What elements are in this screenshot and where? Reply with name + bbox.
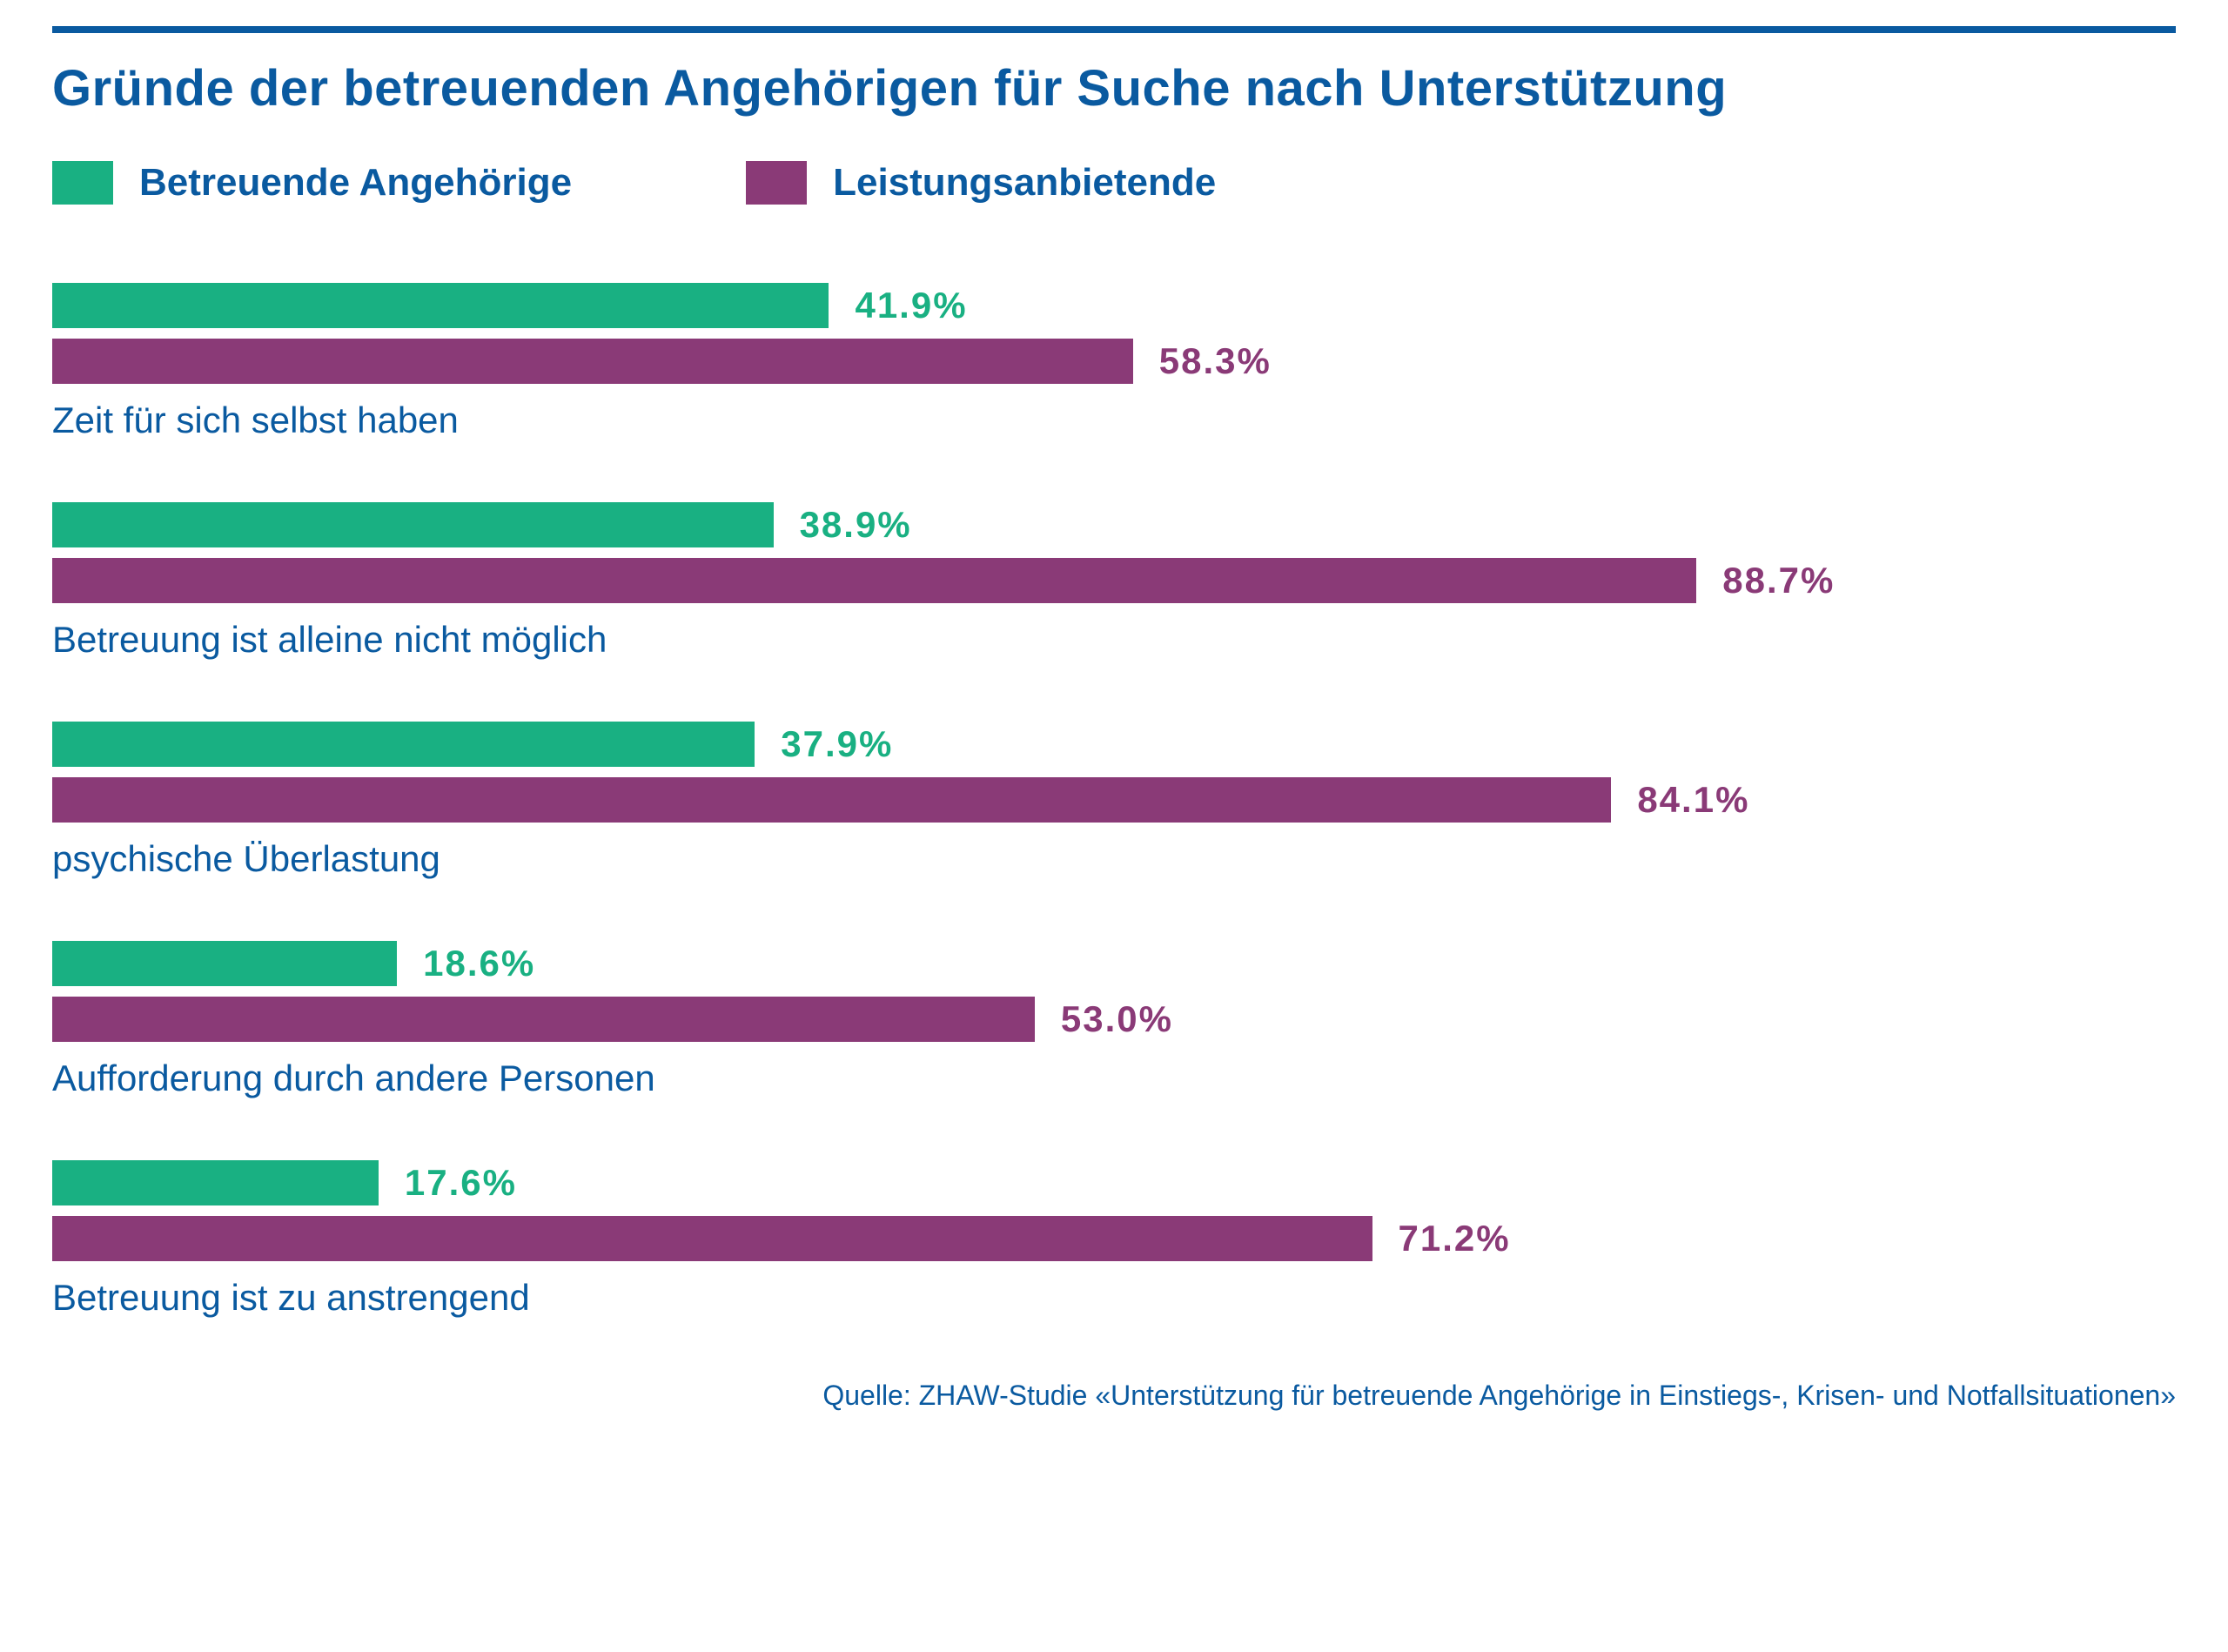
bar-value-label: 53.0% [1061, 998, 1173, 1040]
chart-source: Quelle: ZHAW-Studie «Unterstützung für b… [52, 1380, 2176, 1412]
bar [52, 1216, 1372, 1261]
bar-row: 37.9% [52, 722, 2176, 767]
legend-label: Leistungsanbietende [833, 161, 1216, 205]
bar-row: 71.2% [52, 1216, 2176, 1261]
category-label: psychische Überlastung [52, 838, 2176, 880]
bar [52, 558, 1696, 603]
bar-value-label: 17.6% [405, 1162, 517, 1204]
legend-item: Leistungsanbietende [746, 161, 1216, 205]
bar [52, 941, 397, 986]
bar [52, 1160, 379, 1205]
bar [52, 777, 1611, 823]
bar-group: 37.9% 84.1% psychische Überlastung [52, 722, 2176, 880]
category-label: Betreuung ist zu anstrengend [52, 1277, 2176, 1319]
top-rule [52, 26, 2176, 33]
bar-row: 88.7% [52, 558, 2176, 603]
bar-value-label: 58.3% [1159, 340, 1272, 382]
bar [52, 722, 755, 767]
chart-body: 41.9% 58.3% Zeit für sich selbst haben 38.9… [52, 283, 2176, 1319]
bar-value-label: 88.7% [1722, 560, 1835, 601]
bar-group: 41.9% 58.3% Zeit für sich selbst haben [52, 283, 2176, 441]
bar [52, 283, 829, 328]
bar [52, 502, 774, 547]
bar-value-label: 84.1% [1637, 779, 1749, 821]
legend: Betreuende Angehörige Leistungsanbietend… [52, 161, 2176, 205]
category-label: Betreuung ist alleine nicht möglich [52, 619, 2176, 661]
bar-group: 18.6% 53.0% Aufforderung durch andere Pers… [52, 941, 2176, 1099]
bar-row: 38.9% [52, 502, 2176, 547]
chart-title: Gründe der betreuenden Angehörigen für S… [52, 59, 2176, 118]
bar-value-label: 41.9% [855, 285, 967, 326]
bar-row: 41.9% [52, 283, 2176, 328]
bar-group: 17.6% 71.2% Betreuung ist zu anstrengend [52, 1160, 2176, 1319]
bar-value-label: 37.9% [781, 723, 893, 765]
bar-row: 84.1% [52, 777, 2176, 823]
bar-value-label: 18.6% [423, 943, 535, 984]
bar-row: 18.6% [52, 941, 2176, 986]
bar-value-label: 38.9% [800, 504, 912, 546]
legend-swatch-icon [52, 161, 113, 205]
bar-row: 17.6% [52, 1160, 2176, 1205]
bar-row: 58.3% [52, 339, 2176, 384]
category-label: Aufforderung durch andere Personen [52, 1058, 2176, 1099]
bar-value-label: 71.2% [1399, 1218, 1511, 1259]
legend-label: Betreuende Angehörige [139, 161, 572, 205]
legend-swatch-icon [746, 161, 807, 205]
legend-item: Betreuende Angehörige [52, 161, 572, 205]
bar-group: 38.9% 88.7% Betreuung ist alleine nicht mö… [52, 502, 2176, 661]
bar [52, 339, 1133, 384]
bar [52, 997, 1035, 1042]
category-label: Zeit für sich selbst haben [52, 400, 2176, 441]
bar-row: 53.0% [52, 997, 2176, 1042]
